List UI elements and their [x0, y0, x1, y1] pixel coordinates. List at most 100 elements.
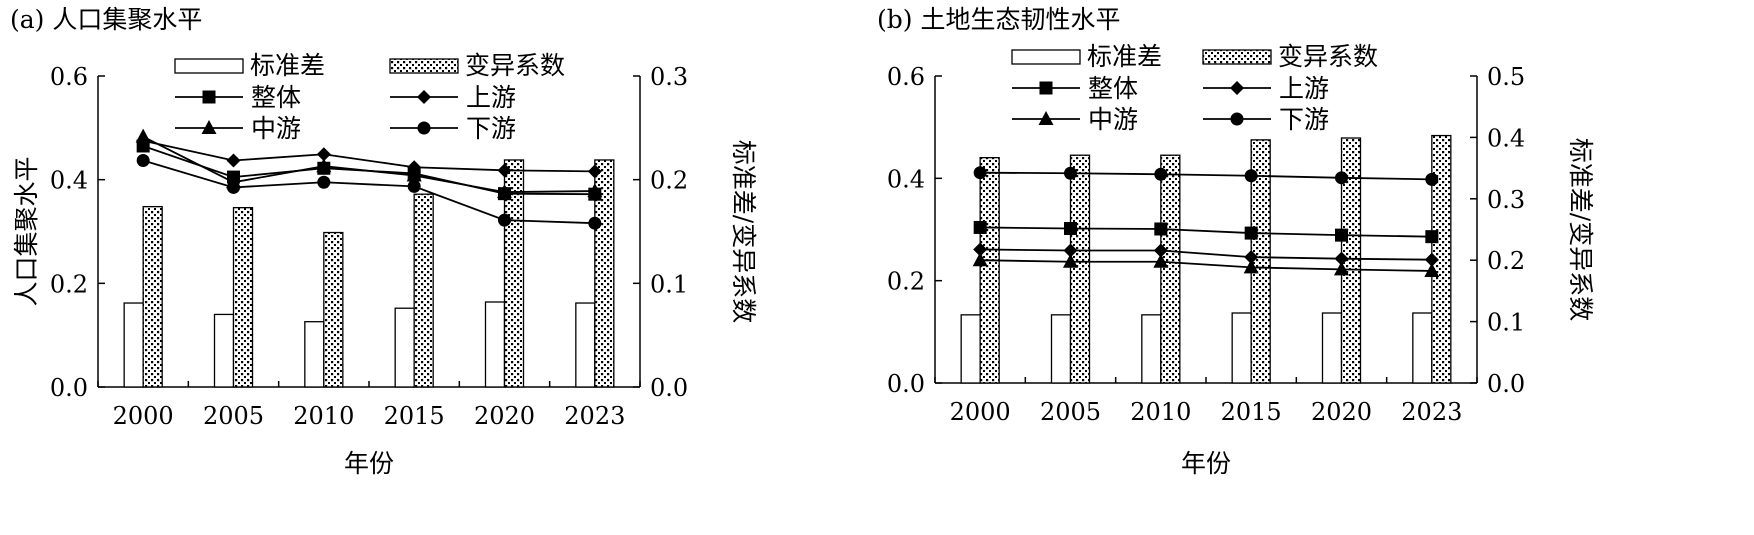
point-a-triangle-2000 [135, 128, 151, 143]
legend-label-a-square: 整体 [251, 83, 301, 112]
bar-cv-a-2023 [594, 159, 615, 388]
legend-label-a-diamond: 上游 [466, 83, 516, 112]
chart-land-ecological-resilience: (b) 土地生态韧性水平 0.0 0.2 0.4 0.6 0.0 0.1 0.2 0.3 0.4 0… [877, 5, 1595, 478]
x-axis-title-a: 年份 [344, 449, 394, 478]
y-axis-title-a: 人口集聚水平 [12, 156, 41, 306]
y2-axis-title-a: 标准差/变异系数 [729, 140, 758, 323]
point-b-square-2010 [1154, 222, 1168, 236]
bar-std-b-2015 [1231, 312, 1252, 384]
point-a-triangle-2010 [316, 158, 332, 173]
x-tick-label-b-3: 2015 [1221, 398, 1282, 426]
point-b-circle-2010 [1154, 167, 1168, 181]
bar-std-a-2000 [123, 302, 144, 388]
y2-tick-label-a-3: 0.3 [650, 63, 688, 91]
legend-label-cv-b: 变异系数 [1278, 42, 1378, 71]
y-tick-label-a-0: 0.0 [50, 374, 88, 402]
series-line-b-square [980, 226, 1432, 238]
point-a-diamond-2023 [587, 164, 602, 179]
bar-std-a-2023 [575, 302, 596, 388]
chart-title-a: (a) 人口集聚水平 [10, 5, 202, 34]
point-b-diamond-2015 [1244, 250, 1259, 265]
x-axis-title-b: 年份 [1181, 449, 1231, 478]
legend-label-b-diamond: 上游 [1279, 74, 1329, 103]
legend-label-b-triangle: 中游 [1088, 105, 1138, 134]
y2-tick-label-a-0: 0.0 [650, 374, 688, 402]
legend-marker-b-triangle [1038, 111, 1054, 125]
bar-std-b-2020 [1321, 312, 1343, 384]
point-a-circle-2010 [317, 175, 331, 189]
legend-swatch-std-b [1011, 49, 1081, 65]
point-a-diamond-2015 [407, 160, 422, 175]
point-b-triangle-2005 [1063, 253, 1078, 268]
y-tick-label-a-3: 0.6 [50, 63, 88, 91]
point-a-circle-2023 [588, 216, 602, 230]
y-tick-label-b-0: 0.0 [887, 370, 925, 398]
point-a-circle-2015 [407, 179, 421, 193]
point-a-circle-2000 [136, 153, 150, 167]
bar-cv-a-2015 [413, 193, 434, 388]
point-b-square-2015 [1244, 226, 1258, 240]
series-line-a-circle [142, 159, 595, 225]
x-tick-label-a-5: 2023 [564, 402, 625, 430]
point-b-triangle-2020 [1334, 261, 1349, 276]
y-tick-label-a-2: 0.4 [50, 167, 88, 195]
y-tick-label-b-1: 0.2 [887, 268, 925, 296]
point-b-circle-2005 [1064, 166, 1077, 180]
bar-cv-b-2005 [1069, 154, 1091, 384]
point-b-square-2005 [1064, 221, 1077, 235]
x-tick-label-a-0: 2000 [113, 402, 174, 430]
y2-tick-label-b-0: 0.0 [1487, 370, 1525, 398]
point-b-diamond-2023 [1424, 252, 1439, 267]
y2-tick-label-b-5: 0.5 [1487, 63, 1525, 91]
bar-std-a-2005 [213, 313, 235, 388]
bar-std-a-2010 [304, 321, 325, 388]
bar-std-b-2023 [1412, 312, 1433, 384]
point-b-square-2020 [1335, 228, 1348, 242]
bar-std-b-2005 [1050, 314, 1072, 384]
legend-label-a-triangle: 中游 [251, 114, 301, 143]
point-b-diamond-2010 [1153, 243, 1168, 258]
bar-cv-b-2000 [979, 157, 1000, 384]
point-b-circle-2015 [1244, 169, 1258, 183]
bar-std-a-2020 [484, 301, 506, 388]
x-tick-label-b-5: 2023 [1401, 398, 1462, 426]
legend-label-std-b: 标准差 [1087, 42, 1162, 71]
y2-tick-label-a-2: 0.2 [650, 167, 688, 195]
x-tick-label-a-2: 2010 [293, 402, 354, 430]
point-b-triangle-2015 [1243, 259, 1259, 274]
y-tick-label-b-3: 0.6 [887, 63, 925, 91]
bar-std-a-2015 [394, 307, 415, 388]
x-tick-label-a-4: 2020 [474, 402, 535, 430]
point-a-diamond-2010 [316, 147, 331, 162]
point-b-triangle-2000 [972, 252, 988, 267]
legend-swatch-std-a [174, 58, 244, 74]
x-tick-label-a-1: 2005 [203, 402, 264, 430]
chart-population-agglomeration: (a) 人口集聚水平 0.0 0.2 0.4 0.6 0.0 0.1 0.2 0.3 2000 20… [10, 5, 758, 478]
legend-marker-b-square [1039, 81, 1053, 95]
legend-marker-b-circle [1230, 112, 1244, 126]
legend-swatch-cv-a [389, 58, 459, 74]
point-a-circle-2020 [498, 213, 511, 227]
legend-marker-a-triangle [201, 120, 217, 134]
point-b-diamond-2000 [973, 242, 988, 257]
legend-label-b-square: 整体 [1088, 74, 1138, 103]
point-a-triangle-2015 [406, 167, 422, 182]
y-axis-title-b: 土地生态韧性水平 [877, 129, 878, 329]
point-b-circle-2000 [973, 166, 987, 180]
y2-axis-title-b: 标准差/变异系数 [1566, 138, 1595, 321]
bar-std-b-2000 [960, 314, 981, 384]
x-tick-label-a-3: 2015 [384, 402, 445, 430]
bar-std-b-2010 [1141, 314, 1162, 384]
legend-marker-b-diamond [1230, 81, 1244, 95]
y2-tick-label-b-4: 0.4 [1487, 124, 1525, 152]
series-line-b-circle [980, 171, 1432, 181]
y2-tick-label-b-1: 0.1 [1487, 309, 1525, 337]
bar-cv-b-2010 [1160, 154, 1181, 384]
point-a-triangle-2023 [587, 183, 603, 198]
series-line-b-triangle [980, 259, 1432, 272]
legend-label-a-circle: 下游 [466, 114, 516, 143]
bar-cv-a-2010 [323, 231, 344, 388]
legend-marker-a-square [202, 90, 216, 104]
point-a-diamond-2020 [497, 163, 512, 178]
legend-label-b-circle: 下游 [1279, 105, 1329, 134]
